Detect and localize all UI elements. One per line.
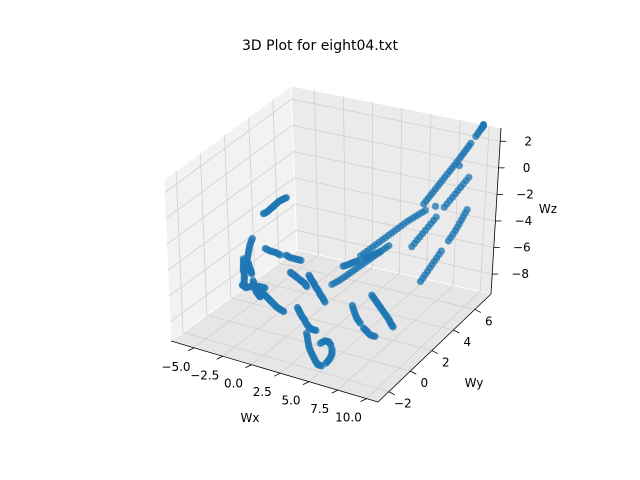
y-grid-wall xyxy=(224,135,232,298)
x-grid-floor xyxy=(193,254,319,349)
x-tick-mark xyxy=(360,398,367,402)
x-axis-line xyxy=(170,340,379,403)
scatter-points xyxy=(238,120,488,370)
x-grid-wall xyxy=(479,125,490,292)
x-grid-wall xyxy=(313,90,319,255)
scatter-point xyxy=(321,298,329,306)
z-tick-label: 2 xyxy=(524,134,532,148)
x-tick-label: 0.0 xyxy=(224,377,243,391)
scatter-point xyxy=(276,251,284,259)
z-grid-left-wall xyxy=(168,203,296,297)
scatter-point xyxy=(421,206,429,214)
x-grid-floor xyxy=(337,285,454,391)
y-tick-mark xyxy=(410,370,417,375)
z-axis-label: Wz xyxy=(539,202,557,216)
y-axis-line xyxy=(377,293,492,403)
x-tick-mark xyxy=(187,347,195,352)
z-grid-left-wall xyxy=(167,177,295,271)
scatter-point xyxy=(248,270,256,278)
x-grid-floor xyxy=(366,291,481,399)
axis-lines xyxy=(170,127,507,403)
y-tick-mark xyxy=(453,329,460,334)
x-axis-label: Wx xyxy=(241,411,260,425)
x-grid-floor xyxy=(279,272,400,374)
x-tick-label: −5.0 xyxy=(161,360,190,374)
y-grid-wall xyxy=(199,153,208,316)
x-tick-label: −2.5 xyxy=(190,368,219,382)
z-grid-right-wall xyxy=(295,203,494,248)
scatter-point xyxy=(431,202,440,210)
y-tick-label: 0 xyxy=(420,376,428,390)
x-tick-mark xyxy=(331,389,338,394)
z-grid-left-wall xyxy=(166,151,294,245)
x-tick-mark xyxy=(245,364,252,369)
x-grid-wall xyxy=(343,96,346,262)
scatter-point xyxy=(256,293,264,301)
y-tick-label: 2 xyxy=(442,356,450,370)
y-tick-mark xyxy=(474,309,482,313)
z-tick-label: −8 xyxy=(511,267,529,281)
scatter-point xyxy=(282,194,290,202)
scatter-point xyxy=(432,213,440,221)
x-tick-label: 5.0 xyxy=(281,394,300,408)
chart-title: 3D Plot for eight04.txt xyxy=(242,38,398,54)
scatter-point xyxy=(297,256,305,264)
y-tick-mark xyxy=(431,350,438,354)
scatter-point xyxy=(312,326,320,334)
x-grid-floor xyxy=(251,266,373,366)
z-grid-right-wall xyxy=(291,98,501,142)
y-grid-wall xyxy=(248,117,256,281)
y-tick-label: −2 xyxy=(394,397,412,411)
x-tick-mark xyxy=(302,381,310,386)
scatter-point xyxy=(371,332,379,340)
scatter-point xyxy=(303,282,311,290)
z-tick-label: −2 xyxy=(516,187,534,201)
x-tick-label: 7.5 xyxy=(310,402,329,416)
scatter-point xyxy=(455,162,463,170)
y-grid-wall xyxy=(175,171,184,333)
grid-lines xyxy=(164,90,501,399)
z-axis-line xyxy=(490,127,502,295)
x-tick-label: 2.5 xyxy=(253,385,272,399)
y-tick-label: 4 xyxy=(464,335,472,349)
scatter-point xyxy=(479,120,488,129)
y-tick-label: 6 xyxy=(485,314,493,328)
y-grid-wall xyxy=(272,99,280,264)
z-grid-right-wall xyxy=(292,124,499,169)
z-tick-label: 0 xyxy=(523,161,531,175)
scatter-point xyxy=(389,323,397,331)
x-tick-mark xyxy=(274,372,281,377)
scatter-point xyxy=(385,242,393,250)
y-tick-mark xyxy=(388,391,395,396)
z-grid-left-wall xyxy=(169,229,297,323)
z-tick-label: −6 xyxy=(513,241,531,255)
scatter-point xyxy=(316,339,324,347)
scatter-point xyxy=(280,307,288,316)
y-grid-floor xyxy=(230,297,432,351)
scatter-point xyxy=(465,173,473,181)
scatter-point xyxy=(437,247,445,255)
x-tick-mark xyxy=(216,355,223,360)
z-grid-left-wall xyxy=(164,98,292,194)
z-grid-left-wall xyxy=(165,125,293,219)
x-tick-label: 10.0 xyxy=(335,411,362,425)
scatter-point xyxy=(467,139,475,147)
x-grid-wall xyxy=(398,108,403,274)
z-grid-right-wall xyxy=(296,229,493,275)
x-grid-wall xyxy=(452,119,461,286)
y-axis-label: Wy xyxy=(465,376,484,390)
y-grid-floor xyxy=(278,262,475,310)
y-grid-floor xyxy=(182,331,389,393)
z-tick-label: −4 xyxy=(515,214,533,228)
scatter-point xyxy=(463,206,471,214)
